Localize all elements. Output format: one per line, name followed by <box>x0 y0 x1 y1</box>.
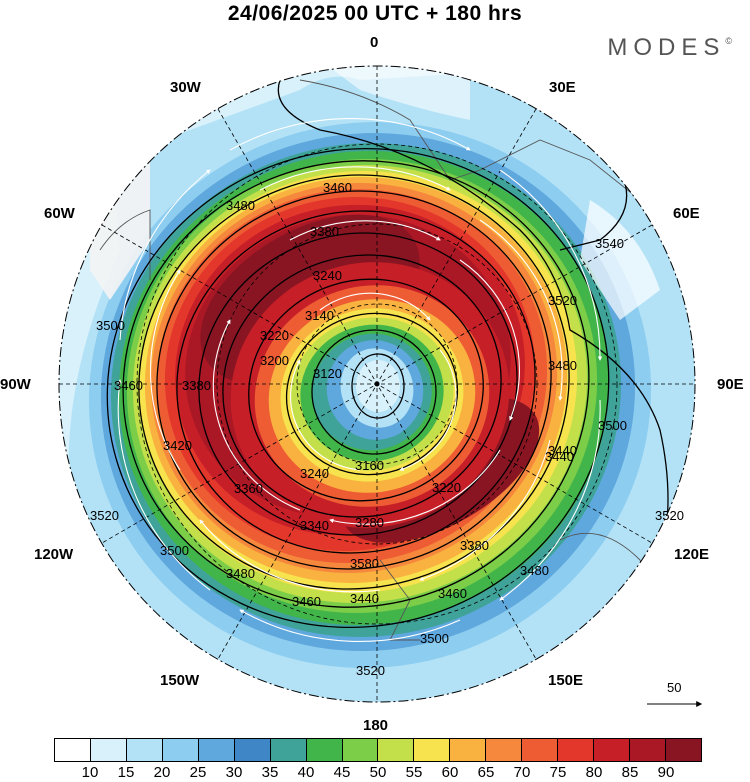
colorbar-tick-label: 10 <box>81 764 99 781</box>
colorbar-tick-label: 70 <box>513 764 531 781</box>
colorbar-tick-label: 40 <box>297 764 315 781</box>
lon-label-0: 0 <box>370 34 379 51</box>
colorbar-swatch <box>414 739 451 761</box>
contour-label: 3120 <box>313 366 342 381</box>
colorbar-tick-label: 75 <box>549 764 567 781</box>
contour-label: 3500 <box>160 543 189 558</box>
contour-label: 3480 <box>226 566 255 581</box>
lon-label-150e: 150E <box>548 672 584 689</box>
contour-label: 3440 <box>350 591 379 606</box>
colorbar-tick-label: 25 <box>189 764 207 781</box>
colorbar-tick-label: 35 <box>261 764 279 781</box>
colorbar-swatch <box>630 739 666 761</box>
colorbar-tick-label: 45 <box>333 764 351 781</box>
brand-text: MODES <box>607 34 726 61</box>
contour-label: 3240 <box>313 268 342 283</box>
colorbar-ticks: 10 15 20 25 30 35 40 45 50 55 60 65 70 75 80 85 90 <box>54 764 702 782</box>
colorbar-tick-label: 30 <box>225 764 243 781</box>
colorbar-tick-label: 80 <box>585 764 603 781</box>
modes-logo: MODES© <box>607 34 732 62</box>
contour-label: 3520 <box>356 663 385 678</box>
contour-label: 3380 <box>310 224 339 239</box>
colorbar-swatch <box>306 739 343 761</box>
contour-label: 3280 <box>355 515 384 530</box>
contour-label: 3380 <box>460 538 489 553</box>
lon-label-150w: 150W <box>160 672 200 689</box>
lon-label-60w: 60W <box>44 205 75 222</box>
contour-label: 3480 <box>226 198 255 213</box>
colorbar-swatch <box>55 739 91 761</box>
colorbar-tick-label: 20 <box>153 764 171 781</box>
colorbar-swatch <box>198 739 235 761</box>
contour-label: 3420 <box>163 438 192 453</box>
contour-label: 3340 <box>300 518 329 533</box>
lon-label-120e: 120E <box>674 546 710 563</box>
colorbar-swatch <box>558 739 595 761</box>
contour-label: 3440 <box>545 449 574 464</box>
lon-label-60e: 60E <box>673 205 700 222</box>
contour-label: 3220 <box>260 328 289 343</box>
contour-label: 3580 <box>350 556 379 571</box>
colorbar-tick-label: 90 <box>657 764 675 781</box>
coastlines <box>99 79 661 641</box>
contour-label: 3220 <box>432 480 461 495</box>
lon-label-30e: 30E <box>549 79 576 96</box>
contour-label: 3520 <box>548 293 577 308</box>
colorbar-swatch <box>378 739 415 761</box>
streamlines <box>117 118 603 642</box>
contour-label: 3460 <box>323 180 352 195</box>
contour-label: 3380 <box>182 378 211 393</box>
lon-label-180: 180 <box>363 717 389 734</box>
contour-label: 3500 <box>96 318 125 333</box>
colorbar-tick-label: 50 <box>369 764 387 781</box>
contour-label: 3440 <box>548 443 577 458</box>
contour-label: 3480 <box>520 563 549 578</box>
lon-label-90e: 90E <box>717 376 744 393</box>
reference-arrow-icon <box>647 701 703 707</box>
contour-label: 3520 <box>655 508 684 523</box>
colorbar-swatch <box>450 739 487 761</box>
pole-marker <box>374 381 380 387</box>
contour-label: 3460 <box>438 586 467 601</box>
contour-label-layer: 3460 3480 3380 3240 3220 3200 3140 3120 … <box>90 180 684 678</box>
colorbar-tick-label: 85 <box>621 764 639 781</box>
colorbar-swatch <box>126 739 163 761</box>
colorbar-swatch <box>522 739 559 761</box>
colorbar-tick-label: 65 <box>477 764 495 781</box>
copyright-mark: © <box>725 36 732 46</box>
contour-label: 3540 <box>595 236 624 251</box>
map-title: 24/06/2025 00 UTC + 180 hrs <box>227 2 523 25</box>
map-boundary <box>58 65 696 703</box>
contour-label: 3520 <box>90 508 119 523</box>
polar-map: 3460 3480 3380 3240 3220 3200 3140 3120 … <box>58 65 696 703</box>
colorbar-tick-label: 15 <box>117 764 135 781</box>
contour-label: 3500 <box>420 631 449 646</box>
contour-label: 3140 <box>305 308 334 323</box>
colorbar-tick-label: 55 <box>405 764 423 781</box>
contour-label: 3360 <box>234 481 263 496</box>
colorbar-tick-label: 60 <box>441 764 459 781</box>
contour-label: 3480 <box>548 358 577 373</box>
colorbar <box>54 738 702 762</box>
colorbar-swatch <box>665 739 701 761</box>
wind-speed-field <box>59 66 695 702</box>
contour-label: 3200 <box>260 353 289 368</box>
colorbar-swatch <box>162 739 199 761</box>
height-contours <box>106 69 669 701</box>
contour-label: 3460 <box>114 378 143 393</box>
colorbar-swatch <box>90 739 127 761</box>
reference-vector-label: 50 <box>667 680 682 695</box>
lon-label-120w: 120W <box>34 546 74 563</box>
colorbar-swatch <box>594 739 630 761</box>
contour-label: 3160 <box>355 458 384 473</box>
contour-label: 3240 <box>300 466 329 481</box>
colorbar-swatch <box>342 739 379 761</box>
colorbar-swatch <box>486 739 523 761</box>
colorbar-swatch <box>234 739 271 761</box>
lon-label-90w: 90W <box>0 376 31 393</box>
contour-label: 3460 <box>292 594 321 609</box>
lon-label-30w: 30W <box>170 79 201 96</box>
colorbar-swatch <box>270 739 307 761</box>
contour-label: 3500 <box>598 418 627 433</box>
